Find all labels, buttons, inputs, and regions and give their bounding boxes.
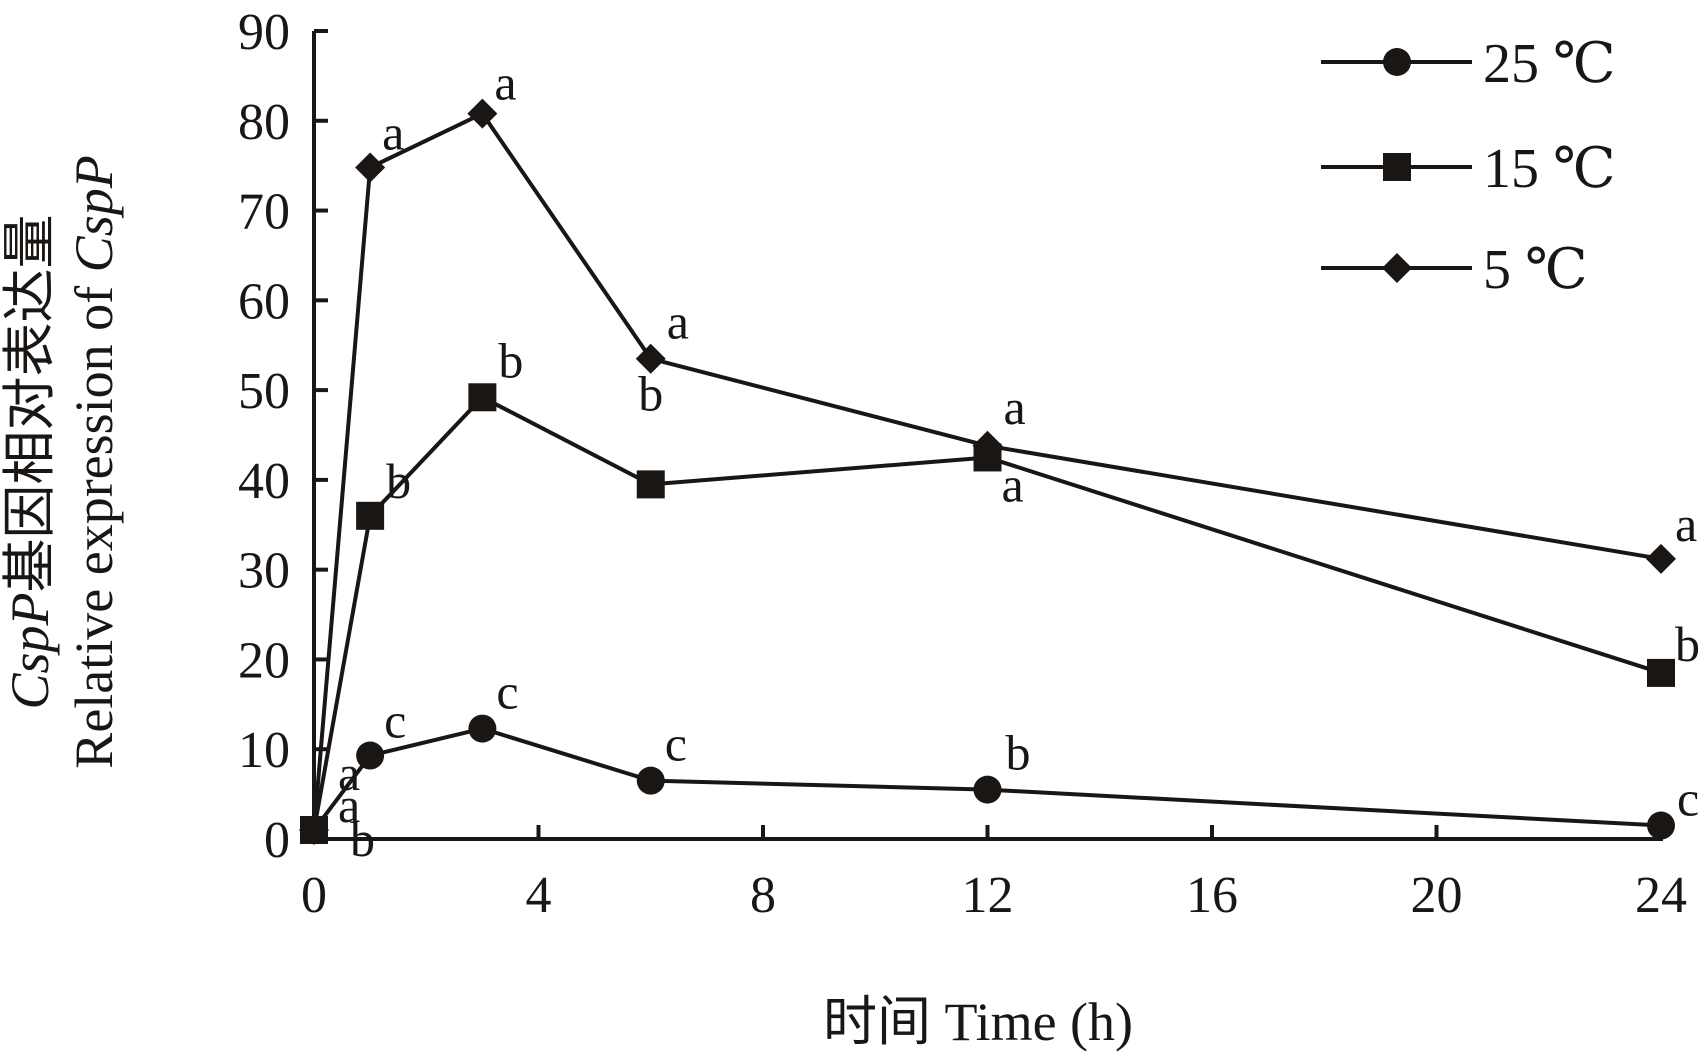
significance-label-3-5: a xyxy=(1675,496,1697,552)
y-tick-label-90: 90 xyxy=(238,4,290,61)
y-tick-label-0: 0 xyxy=(264,812,290,869)
y-tick-label-70: 70 xyxy=(238,184,290,241)
axes: 0 10 20 30 40 50 60 70 80 90 0 4 8 12 16 20 24 xyxy=(238,4,1687,924)
y-axis-title-line1-rest: 基因相对表达量 xyxy=(0,214,60,592)
data-point-1-5 xyxy=(1647,811,1675,840)
x-tick-label-8: 8 xyxy=(750,867,776,924)
x-tick-label-12: 12 xyxy=(962,867,1014,924)
significance-label-3-4: a xyxy=(1004,379,1026,435)
data-point-3-3 xyxy=(635,343,666,374)
y-tick-label-60: 60 xyxy=(238,273,290,330)
data-point-2-1 xyxy=(356,501,385,530)
data-point-3-2 xyxy=(467,98,498,129)
legend: 25 ℃ 15 ℃ 5 ℃ xyxy=(1321,33,1616,301)
legend-item-2: 15 ℃ xyxy=(1321,138,1616,200)
y-axis-title-line2-prefix: Relative expression of xyxy=(64,272,124,768)
legend-marker-3 xyxy=(1382,253,1412,283)
y-axis-title-line2-gene: CspP xyxy=(64,155,124,272)
significance-label-2-2: b xyxy=(498,332,523,388)
legend-item-3: 5 ℃ xyxy=(1321,239,1588,301)
significance-label-2-5: b xyxy=(1675,616,1700,672)
data-point-2-2 xyxy=(468,383,497,412)
y-tick-label-40: 40 xyxy=(238,453,290,510)
significance-label-1-2: c xyxy=(496,664,518,720)
data-point-3-4 xyxy=(972,430,1003,461)
y-axis-title: CspP基因相对表达量 Relative expression of CspP xyxy=(0,155,124,768)
significance-label-1-5: c xyxy=(1677,771,1699,827)
significance-label-3-2: a xyxy=(494,55,516,111)
data-point-3-5 xyxy=(1646,543,1676,574)
data-point-1-2 xyxy=(468,714,497,743)
legend-marker-2 xyxy=(1383,153,1411,181)
legend-item-1: 25 ℃ xyxy=(1321,33,1616,95)
origin-significance-label-2: b xyxy=(350,811,375,867)
y-axis-title-line1-gene: CspP xyxy=(0,592,60,709)
y-tick-label-50: 50 xyxy=(238,363,290,420)
y-tick-label-10: 10 xyxy=(238,722,290,779)
series-line-1 xyxy=(312,726,1662,832)
x-tick-label-0: 0 xyxy=(301,867,327,924)
x-tick-label-16: 16 xyxy=(1186,867,1238,924)
y-tick-label-30: 30 xyxy=(238,543,290,600)
data-point-2-3 xyxy=(636,470,665,499)
data-point-1-1 xyxy=(356,741,385,770)
significance-label-1-4: b xyxy=(1006,725,1031,781)
significance-label-2-3: b xyxy=(638,366,663,422)
legend-marker-1 xyxy=(1383,48,1411,76)
svg-text:Relative expression of CspP: Relative expression of CspP xyxy=(64,155,124,768)
significance-label-3-3: a xyxy=(667,294,689,350)
x-axis-title: 时间 Time (h) xyxy=(823,992,1133,1052)
data-point-3-1 xyxy=(355,152,386,183)
legend-label-2: 15 ℃ xyxy=(1483,138,1616,200)
significance-label-3-1: a xyxy=(382,104,404,160)
data-point-1-3 xyxy=(636,766,665,795)
x-tick-label-20: 20 xyxy=(1411,867,1463,924)
y-tick-label-20: 20 xyxy=(238,632,290,689)
series-2: b b b a b xyxy=(300,332,1700,845)
series-line-3 xyxy=(312,111,1662,831)
svg-text:CspP基因相对表达量: CspP基因相对表达量 xyxy=(0,214,60,709)
origin-significance-label-0: a xyxy=(338,745,360,801)
series-line-2 xyxy=(312,395,1662,831)
significance-label-2-1: b xyxy=(386,453,411,509)
data-point-1-4 xyxy=(973,775,1002,804)
legend-label-1: 25 ℃ xyxy=(1483,33,1616,95)
significance-label-2-4: a xyxy=(1002,456,1024,512)
legend-label-3: 5 ℃ xyxy=(1483,239,1588,301)
x-tick-label-4: 4 xyxy=(526,867,552,924)
data-point-2-5 xyxy=(1647,658,1675,687)
origin-significance-label-1: a xyxy=(338,777,360,833)
series-1: c c c b c xyxy=(300,664,1699,845)
y-tick-label-80: 80 xyxy=(238,94,290,151)
significance-label-1-3: c xyxy=(665,716,687,772)
significance-label-1-1: c xyxy=(384,693,406,749)
x-tick-label-24: 24 xyxy=(1635,867,1687,924)
data-point-3-0 xyxy=(299,815,329,846)
